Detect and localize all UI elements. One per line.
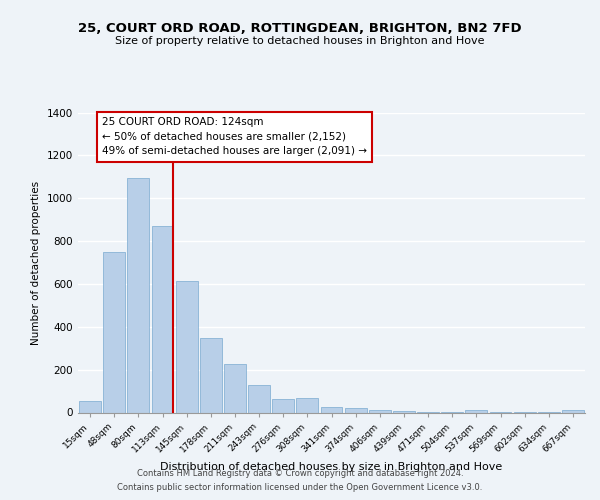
Bar: [248, 384, 270, 412]
Y-axis label: Number of detached properties: Number of detached properties: [31, 180, 41, 344]
Bar: [79, 400, 101, 412]
Bar: [320, 407, 343, 412]
Bar: [466, 410, 487, 412]
Text: Contains HM Land Registry data © Crown copyright and database right 2024.: Contains HM Land Registry data © Crown c…: [137, 470, 463, 478]
Text: Size of property relative to detached houses in Brighton and Hove: Size of property relative to detached ho…: [115, 36, 485, 46]
Bar: [103, 252, 125, 412]
Bar: [127, 178, 149, 412]
Text: Contains public sector information licensed under the Open Government Licence v3: Contains public sector information licen…: [118, 483, 482, 492]
Bar: [200, 338, 221, 412]
Bar: [296, 398, 318, 412]
Bar: [562, 410, 584, 412]
Text: 25, COURT ORD ROAD, ROTTINGDEAN, BRIGHTON, BN2 7FD: 25, COURT ORD ROAD, ROTTINGDEAN, BRIGHTO…: [78, 22, 522, 36]
X-axis label: Distribution of detached houses by size in Brighton and Hove: Distribution of detached houses by size …: [160, 462, 503, 472]
Bar: [272, 398, 294, 412]
Text: 25 COURT ORD ROAD: 124sqm
← 50% of detached houses are smaller (2,152)
49% of se: 25 COURT ORD ROAD: 124sqm ← 50% of detac…: [102, 117, 367, 156]
Bar: [176, 280, 197, 412]
Bar: [152, 226, 173, 412]
Bar: [224, 364, 246, 412]
Bar: [369, 410, 391, 412]
Bar: [345, 408, 367, 412]
